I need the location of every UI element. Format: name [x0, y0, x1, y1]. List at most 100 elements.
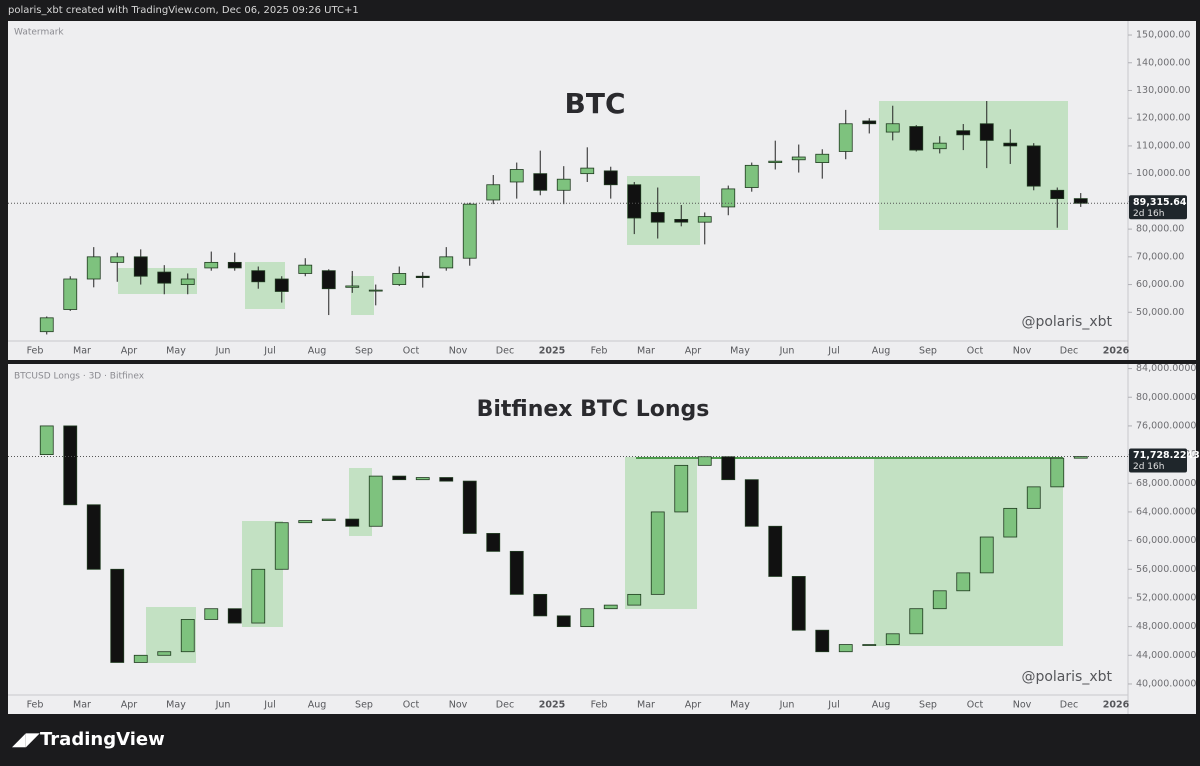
y-tick-label: 76,000.0000	[1136, 420, 1196, 431]
y-tick-label: 140,000.00	[1136, 57, 1190, 68]
countdown: 2d 16h	[1133, 209, 1164, 219]
x-tick-label: Aug	[308, 346, 327, 357]
x-tick-label: 2026	[1103, 700, 1130, 711]
candle-body	[932, 590, 947, 610]
candle-body	[744, 479, 759, 527]
candle-body	[1073, 198, 1088, 204]
x-tick-label: Jul	[263, 700, 275, 711]
pane-label: Watermark	[14, 28, 64, 38]
candle-body	[462, 203, 477, 259]
candle-body	[603, 604, 618, 610]
candle-body	[180, 278, 195, 285]
candle-body	[251, 270, 266, 283]
x-tick-label: Sep	[355, 346, 373, 357]
candle-body	[345, 518, 360, 527]
candle-body	[979, 123, 994, 141]
candle-body	[392, 273, 407, 285]
candle-body	[415, 477, 430, 481]
candle-body	[650, 212, 665, 223]
candle-body	[63, 278, 78, 310]
candle-body	[721, 188, 736, 208]
candle-body	[86, 504, 101, 570]
candle-body	[979, 536, 994, 574]
candle-body	[392, 475, 407, 481]
candle-body	[909, 608, 924, 635]
y-tick-label: 100,000.00	[1136, 168, 1190, 179]
x-tick-label: Feb	[27, 346, 44, 357]
y-tick-label: 120,000.00	[1136, 113, 1190, 124]
x-tick-label: May	[166, 346, 186, 357]
candle-body	[486, 533, 501, 552]
candle-body	[1050, 457, 1065, 488]
candle-body	[133, 654, 148, 663]
candle-body	[227, 608, 242, 624]
candle-body	[862, 120, 877, 125]
y-tick-label: 70,000.00	[1136, 251, 1184, 262]
candle-body	[86, 256, 101, 280]
x-tick-label: May	[166, 700, 186, 711]
candle-body	[204, 608, 219, 620]
candle-body	[509, 550, 524, 595]
y-tick-label: 60,000.0000	[1136, 535, 1196, 546]
last-price-box	[1129, 195, 1187, 220]
x-tick-label: Dec	[1060, 346, 1078, 357]
candle-body	[39, 425, 54, 455]
candle-body	[533, 593, 548, 617]
candle-body	[368, 475, 383, 527]
x-tick-label: Dec	[496, 700, 514, 711]
pane-label: BTCUSD Longs · 3D · Bitfinex	[14, 372, 145, 382]
x-tick-label: Nov	[1013, 346, 1032, 357]
candle-body	[556, 615, 571, 628]
candle-body	[744, 164, 759, 188]
x-tick-label: Aug	[872, 346, 891, 357]
candle-body	[251, 568, 266, 624]
candle-body	[815, 629, 830, 653]
y-tick-label: 50,000.00	[1136, 307, 1184, 318]
x-tick-label: Apr	[685, 700, 702, 711]
candle-body	[110, 568, 125, 663]
x-tick-label: Jul	[827, 700, 839, 711]
last-price-box	[1129, 448, 1187, 473]
x-tick-label: Sep	[355, 700, 373, 711]
candle-body	[1073, 456, 1088, 459]
x-tick-label: Apr	[685, 346, 702, 357]
x-tick-label: Jul	[263, 346, 275, 357]
candle-body	[885, 123, 900, 133]
candle-body	[909, 126, 924, 151]
x-tick-label: Oct	[403, 700, 420, 711]
candle-body	[1050, 189, 1065, 200]
y-tick-label: 80,000.0000	[1136, 392, 1196, 403]
y-tick-label: 48,000.0000	[1136, 621, 1196, 632]
x-tick-label: Apr	[121, 346, 138, 357]
candle-body	[180, 619, 195, 653]
candle-body	[157, 651, 172, 656]
x-tick-label: Nov	[449, 346, 468, 357]
candle-body	[321, 518, 336, 521]
candle-body	[862, 644, 877, 646]
candle-body	[674, 464, 689, 513]
y-tick-label: 80,000.00	[1136, 224, 1184, 235]
candle-body	[204, 261, 219, 269]
last-price-label: 71,728.2243	[1133, 450, 1200, 461]
candle-body	[627, 184, 642, 219]
x-tick-label: 2025	[539, 700, 565, 711]
y-tick-label: 150,000.00	[1136, 30, 1190, 41]
x-tick-label: Dec	[1060, 700, 1078, 711]
x-tick-label: Aug	[872, 700, 891, 711]
candle-body	[791, 156, 806, 161]
candle-body	[768, 160, 783, 163]
x-tick-label: Feb	[591, 700, 608, 711]
y-tick-label: 40,000.0000	[1136, 678, 1196, 689]
candle-body	[39, 317, 54, 333]
candle-body	[838, 644, 853, 653]
candle-body	[650, 511, 665, 595]
x-tick-label: Mar	[637, 346, 655, 357]
x-tick-label: May	[730, 346, 750, 357]
candle-body	[1003, 507, 1018, 538]
countdown: 2d 16h	[1133, 462, 1164, 472]
candle-body	[415, 275, 430, 279]
candle-body	[697, 456, 712, 466]
y-tick-label: 68,000.0000	[1136, 478, 1196, 489]
x-tick-label: Nov	[1013, 700, 1032, 711]
